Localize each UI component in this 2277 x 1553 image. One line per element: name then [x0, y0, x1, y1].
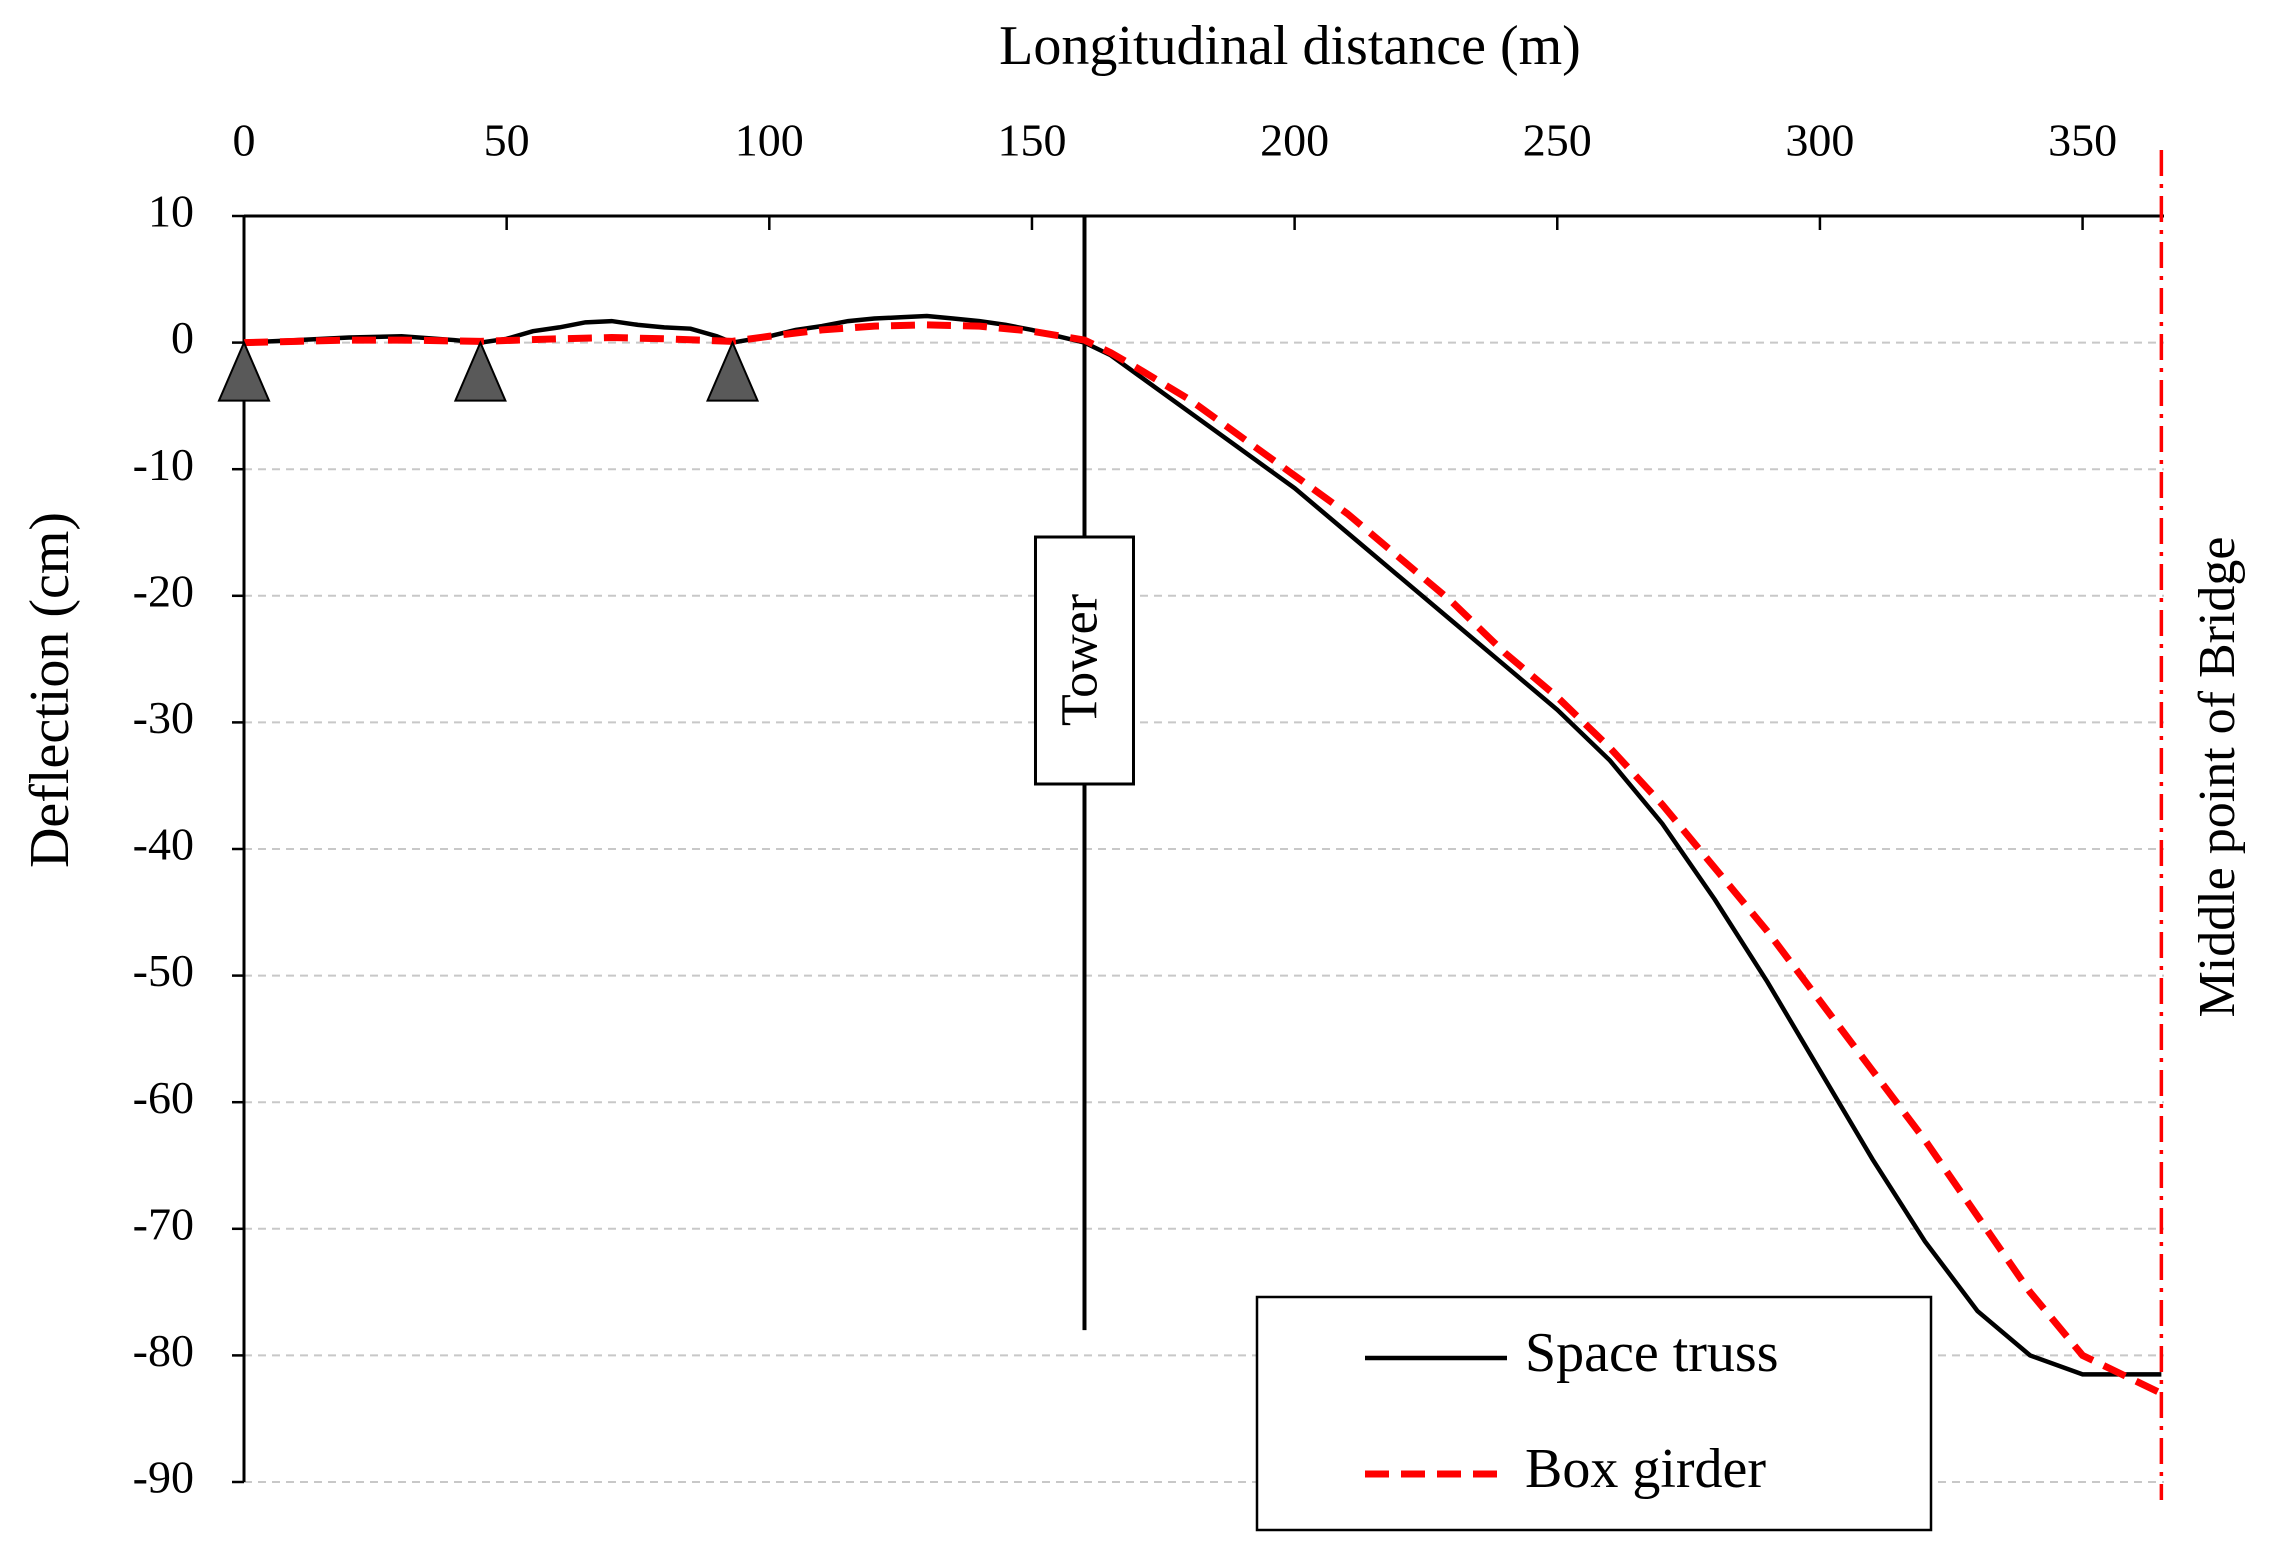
- y-tick-label: -80: [133, 1325, 194, 1376]
- legend-label: Space truss: [1525, 1322, 1779, 1384]
- series-line: [243, 321, 2163, 1397]
- y-tick-label: -90: [133, 1452, 194, 1503]
- x-tick-label: 300: [1785, 115, 1854, 166]
- x-tick-label: 100: [735, 115, 804, 166]
- x-tick-label: 350: [2048, 115, 2117, 166]
- y-tick-label: -50: [133, 945, 194, 996]
- y-tick-label: -60: [133, 1072, 194, 1123]
- x-tick-label: 0: [233, 115, 256, 166]
- midpoint-label: Middle point of Bridge: [2189, 537, 2246, 1018]
- x-tick-label: 200: [1260, 115, 1329, 166]
- y-tick-label: 0: [171, 312, 194, 363]
- legend-label: Box girder: [1525, 1438, 1766, 1500]
- legend-box: [1255, 1295, 1933, 1532]
- x-tick-label: 50: [484, 115, 530, 166]
- tower-box: [1033, 535, 1135, 786]
- support: [706, 340, 760, 402]
- y-tick-label: -30: [133, 692, 194, 743]
- x-tick-label: 150: [997, 115, 1066, 166]
- y-tick-label: -40: [133, 819, 194, 870]
- y-tick-label: 10: [148, 186, 194, 237]
- tower-label: Tower: [1051, 594, 1108, 726]
- y-tick-label: -70: [133, 1198, 194, 1249]
- x-tick-label: 250: [1523, 115, 1592, 166]
- y-tick-label: -20: [133, 565, 194, 616]
- y-axis-title: Deflection (cm): [19, 512, 81, 868]
- series-line: [243, 313, 2162, 1377]
- x-axis-title: Longitudinal distance (m): [999, 15, 1581, 77]
- support: [453, 340, 507, 402]
- y-tick-label: -10: [133, 439, 194, 490]
- support: [217, 340, 271, 402]
